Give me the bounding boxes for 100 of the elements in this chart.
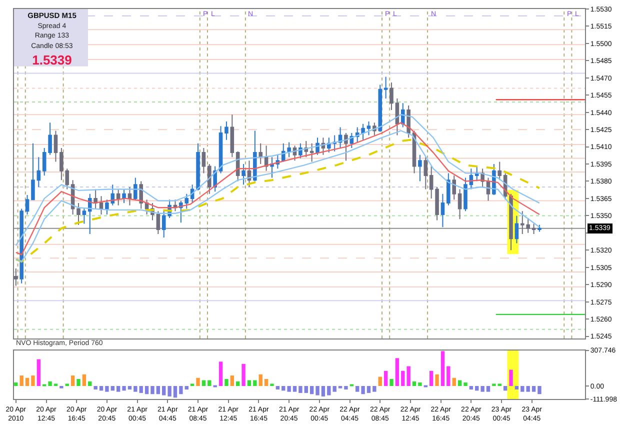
bar [76, 379, 80, 386]
bar [298, 386, 302, 393]
bar [264, 379, 268, 386]
bar [435, 374, 439, 386]
candlestick [105, 199, 109, 216]
candlestick [230, 114, 234, 158]
bar [440, 351, 445, 386]
candlestick [424, 156, 428, 190]
candlestick [264, 145, 268, 172]
bar [366, 386, 371, 393]
candlestick [378, 84, 382, 132]
candlestick [440, 193, 445, 228]
bar [412, 381, 416, 386]
bar [395, 358, 400, 386]
candlestick [224, 121, 228, 140]
candlestick [498, 161, 502, 181]
candlestick [538, 224, 542, 232]
candlestick [94, 188, 98, 210]
bar [173, 386, 178, 398]
bar [128, 386, 132, 390]
bar [179, 386, 183, 394]
candlestick [76, 202, 80, 226]
bar [378, 376, 382, 386]
candlestick [429, 166, 434, 199]
bar [372, 386, 376, 392]
bar [60, 386, 64, 388]
candlestick [196, 142, 200, 191]
bar [253, 380, 257, 386]
candlestick [14, 268, 18, 286]
bar [418, 382, 422, 386]
candlestick [406, 104, 410, 138]
candlestick [116, 188, 120, 206]
bar [332, 386, 336, 392]
candlestick [156, 210, 160, 235]
candlestick [31, 142, 35, 200]
bar [134, 386, 138, 392]
bar [88, 381, 92, 386]
candlestick [390, 82, 394, 111]
bar [282, 386, 286, 391]
candlestick [25, 194, 30, 216]
candlestick [435, 186, 439, 221]
bar [247, 380, 252, 386]
candlestick [54, 130, 58, 162]
bar [429, 370, 434, 386]
bar [150, 386, 154, 394]
candlestick [247, 160, 252, 188]
bar [139, 386, 143, 393]
bar [116, 386, 120, 392]
bar [316, 386, 320, 396]
candlestick [202, 147, 206, 174]
bar [31, 376, 35, 386]
bar [446, 366, 450, 386]
candlestick [134, 177, 138, 200]
bar [14, 382, 18, 386]
bar [538, 386, 542, 394]
candlestick [509, 193, 513, 251]
bar [48, 381, 52, 386]
candlestick [395, 98, 400, 136]
bar [184, 386, 188, 390]
candlestick [99, 196, 104, 216]
bar [236, 381, 240, 386]
candlestick [82, 207, 86, 224]
bar [162, 386, 166, 396]
bar [242, 364, 246, 386]
bar [196, 378, 200, 386]
candlestick [366, 121, 371, 136]
bar [70, 376, 75, 386]
bar [406, 366, 410, 386]
candlestick [128, 186, 132, 206]
candlestick [446, 172, 450, 206]
bar [338, 386, 342, 388]
candlestick [452, 175, 456, 200]
bar [486, 386, 490, 392]
bar [469, 386, 474, 390]
bar [532, 386, 536, 392]
bar [156, 386, 160, 394]
candlestick [20, 208, 24, 284]
candlestick [208, 164, 212, 194]
candlestick [122, 188, 126, 204]
bar [458, 380, 462, 386]
bar [218, 362, 223, 386]
candlestick [384, 76, 388, 100]
bar [509, 370, 513, 386]
bar [327, 386, 331, 396]
bar [25, 378, 30, 386]
bar [258, 374, 262, 386]
bar [276, 386, 280, 390]
bar [99, 386, 104, 391]
candlestick [464, 177, 468, 212]
bar [36, 359, 41, 386]
bar [503, 386, 508, 391]
bar [475, 386, 479, 391]
bar [287, 386, 291, 392]
bar [390, 379, 394, 386]
candlestick [344, 132, 348, 162]
candlestick [418, 154, 422, 182]
bar [321, 386, 326, 396]
bar [514, 386, 519, 390]
bar [224, 379, 228, 386]
bar [464, 382, 468, 386]
